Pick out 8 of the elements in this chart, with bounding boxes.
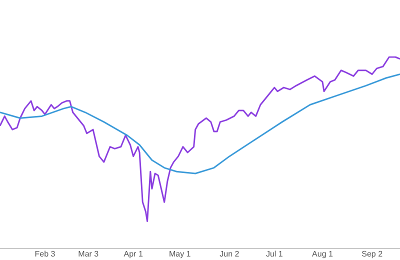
x-tick-label: Mar 3 <box>78 250 100 258</box>
x-tick-label: Apr 1 <box>124 250 144 258</box>
x-tick-label: Jul 1 <box>266 250 284 258</box>
x-tick-label: Feb 3 <box>34 250 56 258</box>
x-tick-label: May 1 <box>168 250 192 258</box>
x-tick-label: Aug 1 <box>312 250 334 258</box>
x-tick-label: Jun 2 <box>220 250 240 258</box>
x-tick-label: Sep 2 <box>362 250 384 258</box>
